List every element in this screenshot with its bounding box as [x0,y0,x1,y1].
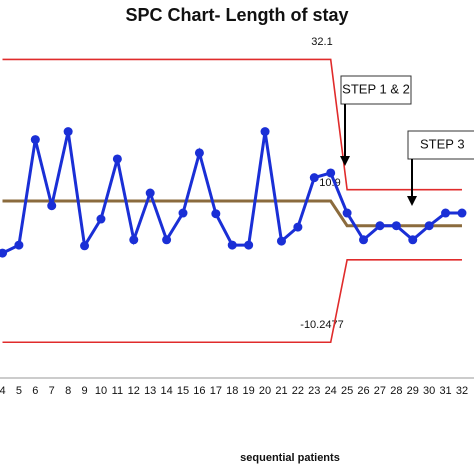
x-tick-label: 24 [325,385,337,397]
data-point [359,235,369,245]
control-line [2,199,462,228]
data-point [424,221,434,231]
arrow-head [407,196,417,206]
data-point [0,248,7,258]
x-tick-label: 4 [0,385,6,397]
x-tick-label: 26 [357,385,369,397]
control-line [2,258,462,344]
step-label: STEP 3 [420,136,465,151]
x-tick-label: 6 [32,385,38,397]
x-tick-label: 28 [390,385,402,397]
data-point [408,235,418,245]
x-tick-label: 14 [160,385,172,397]
x-tick-label: 5 [16,385,22,397]
data-point [194,148,204,158]
x-tick-label: 18 [226,385,238,397]
data-point [293,222,303,232]
x-tick-label: 22 [292,385,304,397]
x-tick-label: 16 [193,385,205,397]
data-point [260,127,270,137]
data-point [309,173,319,183]
x-tick-label: 13 [144,385,156,397]
data-point [80,241,90,251]
x-tick-label: 10 [95,385,107,397]
ucl-label: 32.1 [311,36,332,48]
data-point [178,208,188,218]
data-point [47,201,57,211]
x-tick-label: 21 [275,385,287,397]
x-tick-label: 23 [308,385,320,397]
data-point [96,214,106,224]
data-point [276,236,286,246]
step-box [407,130,474,160]
x-tick-label: 11 [112,385,123,397]
x-tick-label: 27 [374,385,386,397]
data-point [244,240,254,250]
lcl-label: -10.2477 [300,319,343,331]
x-tick-label: 30 [423,385,435,397]
step-label: STEP 1 & 2 [342,81,410,96]
control-line [2,58,462,191]
x-tick-label: 12 [128,385,140,397]
data-point [391,221,401,231]
x-tick-label: 19 [243,385,255,397]
x-tick-label: 25 [341,385,353,397]
data-point [30,135,40,145]
x-tick-label: 9 [81,385,87,397]
data-point [375,221,385,231]
x-tick-label: 7 [49,385,55,397]
data-point [227,240,237,250]
x-tick-label: 32 [456,385,468,397]
x-tick-label: 29 [407,385,419,397]
data-point [211,209,221,219]
x-tick-label: 15 [177,385,189,397]
x-tick-label: 20 [259,385,271,397]
data-point [63,127,73,137]
x-tick-label: 17 [210,385,222,397]
data-point [441,208,451,218]
step-box [340,75,412,105]
data-line [1,131,462,255]
data-point [457,208,467,218]
chart-title: SPC Chart- Length of stay [125,5,348,25]
data-point [14,240,24,250]
data-point [162,235,172,245]
arrow-head [340,156,350,166]
data-point [145,188,155,198]
data-point [112,154,122,164]
x-axis-title: sequential patients [240,452,340,464]
data-point [326,168,336,178]
x-tick-label: 31 [439,385,451,397]
x-tick-label: 8 [65,385,71,397]
data-point [342,208,352,218]
data-point [129,235,139,245]
